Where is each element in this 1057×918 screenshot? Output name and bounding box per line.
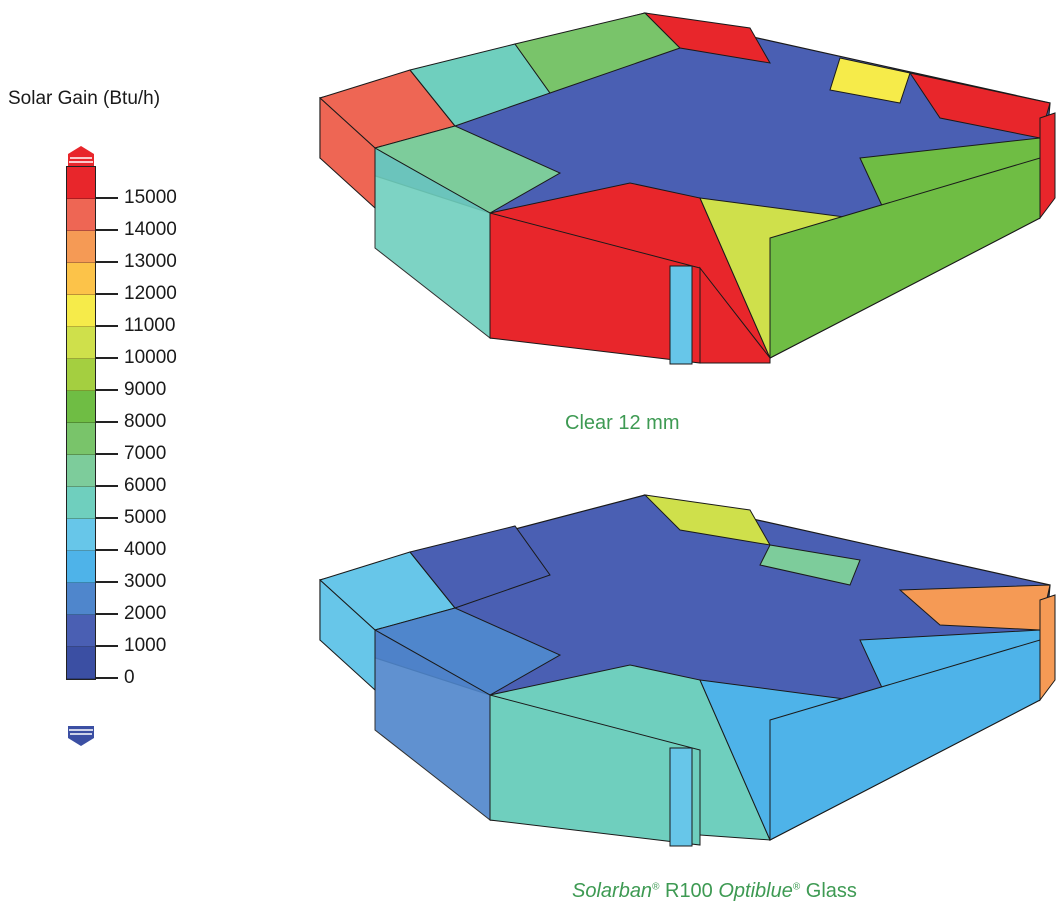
tick-label: 15000 <box>124 187 177 208</box>
colorbar-tick: 4000 <box>96 539 167 560</box>
tick-label: 9000 <box>124 379 167 400</box>
tick-label: 8000 <box>124 411 167 432</box>
caption-solarban: Solarban® R100 Optiblue® Glass <box>572 880 857 903</box>
caption-brand2: Optiblue <box>718 880 793 902</box>
tick-label: 14000 <box>124 219 177 240</box>
zone-ne-yellow <box>829 57 911 104</box>
caption-end: Glass <box>800 880 857 902</box>
tick-mark <box>96 613 118 615</box>
tick-label: 10000 <box>124 347 177 368</box>
tick-mark <box>96 325 118 327</box>
colorbar-tick: 12000 <box>96 283 177 304</box>
face-east <box>1039 594 1056 702</box>
colorbar-tick: 2000 <box>96 603 167 624</box>
colorbar-tick: 1000 <box>96 635 167 656</box>
face-east <box>1039 112 1056 220</box>
colorbar-tick: 10000 <box>96 347 177 368</box>
caption-clear: Clear 12 mm <box>565 412 680 434</box>
colorbar-segment <box>67 647 95 679</box>
zone-ne2 <box>759 544 861 586</box>
tick-label: 11000 <box>124 315 176 336</box>
caption-reg2: ® <box>792 881 801 893</box>
colorbar-segment <box>67 551 95 583</box>
column <box>669 747 693 847</box>
zone-ne1 <box>643 12 771 64</box>
colorbar-segment <box>67 615 95 647</box>
colorbar-body <box>66 166 96 680</box>
colorbar-segment <box>67 199 95 231</box>
caption-brand1: Solarban <box>572 880 653 902</box>
tick-label: 3000 <box>124 571 167 592</box>
colorbar-segment <box>67 583 95 615</box>
tick-label: 5000 <box>124 507 167 528</box>
face-south <box>489 694 701 846</box>
caption-reg1: ® <box>652 881 660 893</box>
legend-title: Solar Gain (Btu/h) <box>8 88 161 109</box>
tick-mark <box>96 229 118 231</box>
tick-mark <box>96 293 118 295</box>
tick-mark <box>96 581 118 583</box>
tick-mark <box>96 453 118 455</box>
colorbar-tick: 6000 <box>96 475 167 496</box>
building-view-clear <box>319 12 1056 365</box>
tick-label: 6000 <box>124 475 167 496</box>
column <box>669 265 693 365</box>
tick-mark <box>96 645 118 647</box>
tick-label: 2000 <box>124 603 167 624</box>
tick-mark <box>96 421 118 423</box>
tick-mark <box>96 261 118 263</box>
colorbar-top-cap <box>66 144 96 166</box>
colorbar-segment <box>67 423 95 455</box>
tick-label: 7000 <box>124 443 167 464</box>
colorbar-segment <box>67 263 95 295</box>
tick-mark <box>96 549 118 551</box>
colorbar-tick: 14000 <box>96 219 177 240</box>
tick-label: 4000 <box>124 539 167 560</box>
colorbar-tick: 9000 <box>96 379 167 400</box>
colorbar-segment <box>67 327 95 359</box>
tick-mark <box>96 389 118 391</box>
tick-mark <box>96 517 118 519</box>
colorbar-segment <box>67 455 95 487</box>
tick-mark <box>96 485 118 487</box>
colorbar-tick: 7000 <box>96 443 167 464</box>
colorbar-bottom-cap <box>66 726 96 748</box>
colorbar-segment <box>67 519 95 551</box>
colorbar-tick: 3000 <box>96 571 167 592</box>
colorbar-segment <box>67 391 95 423</box>
colorbar-tick: 15000 <box>96 187 177 208</box>
tick-mark <box>96 357 118 359</box>
colorbar-segment <box>67 167 95 199</box>
colorbar-tick: 8000 <box>96 411 167 432</box>
tick-mark <box>96 677 118 679</box>
colorbar-tick: 0 <box>96 667 135 688</box>
tick-mark <box>96 197 118 199</box>
zone-n1 <box>409 525 551 609</box>
caption-mid: R100 <box>659 880 719 902</box>
colorbar-segment <box>67 295 95 327</box>
tick-label: 1000 <box>124 635 167 656</box>
colorbar-segment <box>67 487 95 519</box>
tick-label: 0 <box>124 667 135 688</box>
colorbar-tick: 5000 <box>96 507 167 528</box>
colorbar-tick: 13000 <box>96 251 177 272</box>
colorbar-segment <box>67 231 95 263</box>
tick-label: 13000 <box>124 251 177 272</box>
colorbar-segment <box>67 359 95 391</box>
colorbar-tick: 11000 <box>96 315 176 336</box>
tick-label: 12000 <box>124 283 177 304</box>
building-view-solarban <box>319 494 1056 847</box>
face-south-corner <box>699 266 771 364</box>
